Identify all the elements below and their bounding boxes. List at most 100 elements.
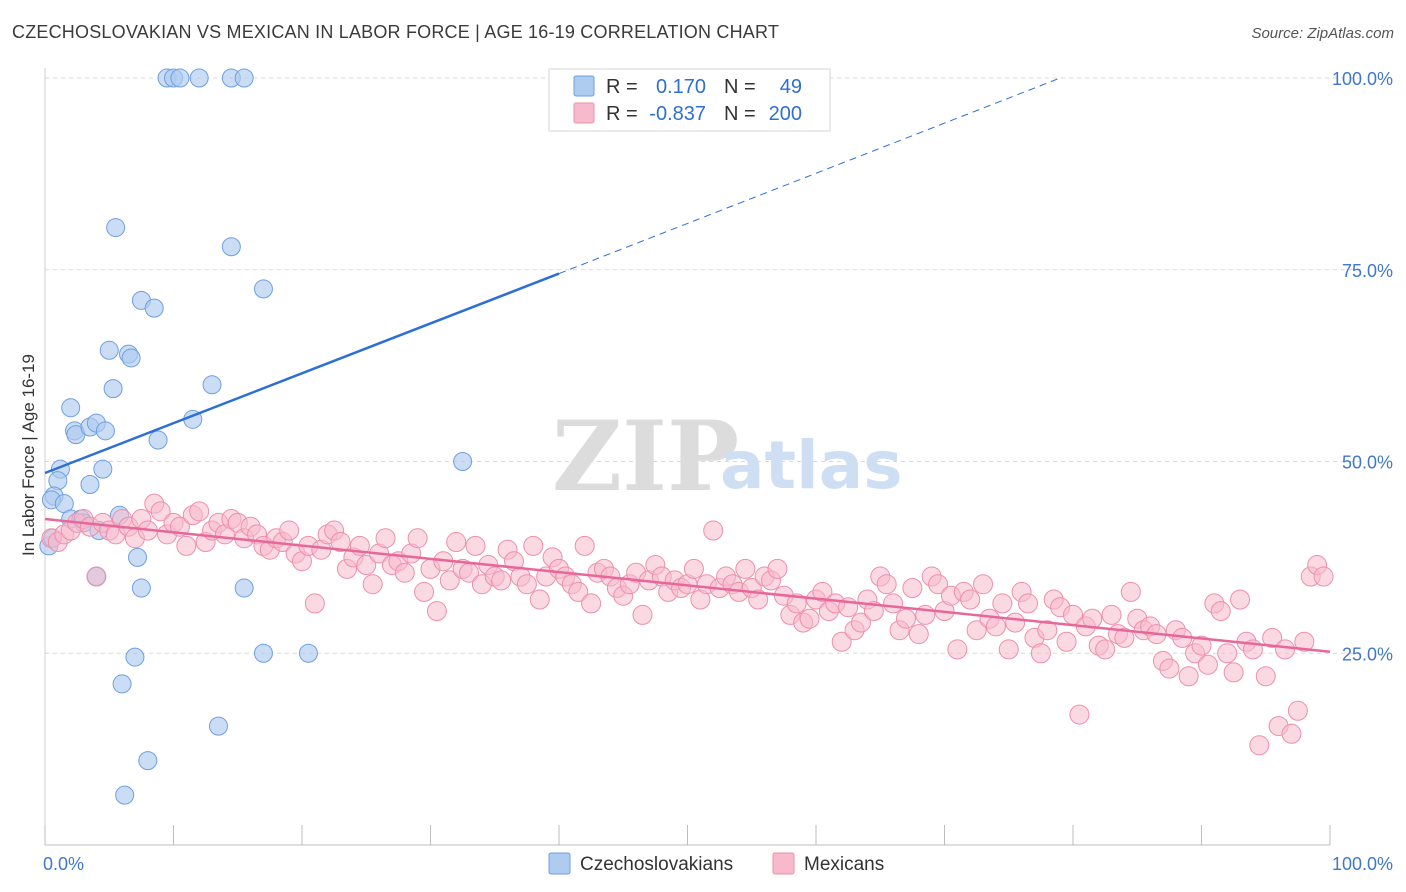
- mexicans-point: [1313, 566, 1334, 587]
- mexicans-point: [928, 574, 949, 595]
- mexicans-point: [1120, 581, 1141, 602]
- czechoslovakians-point: [99, 340, 119, 360]
- mexicans-point: [947, 639, 968, 660]
- czechoslovakians-trend-extension: [558, 77, 1061, 275]
- legend-n-value: 200: [769, 103, 802, 125]
- mexicans-point: [985, 616, 1006, 637]
- mexicans-point: [1287, 700, 1308, 721]
- mexicans-point: [446, 532, 467, 553]
- tick-labels: 25.0% 50.0% 75.0% 100.0% 0.0% 100.0%: [43, 69, 1393, 874]
- legend-r-value: -0.837: [649, 103, 706, 125]
- czechoslovakians-trend-line: [44, 272, 560, 475]
- legend-r-value: 0.170: [656, 76, 706, 98]
- czechoslovakians-point: [253, 643, 273, 663]
- legend-swatch-mexicans: [573, 102, 595, 124]
- bottom-legend-swatch-mexicans: [772, 852, 795, 875]
- mexicans-point: [356, 555, 377, 576]
- czechoslovakians-point: [112, 674, 132, 694]
- y-tick-label: 100.0%: [1332, 69, 1393, 89]
- mexicans-point: [426, 601, 447, 622]
- mexicans-point: [966, 620, 987, 641]
- bottom-legend-swatch-czechoslovakians: [548, 852, 571, 875]
- mexicans-point: [735, 558, 756, 579]
- czechoslovakians-point: [221, 237, 241, 257]
- mexicans-point: [279, 520, 300, 541]
- czechoslovakians-point: [148, 430, 168, 450]
- mexicans-point: [876, 574, 897, 595]
- mexicans-point: [1210, 601, 1231, 622]
- mexicans-point: [394, 562, 415, 583]
- czechoslovakians-point: [202, 375, 222, 395]
- mexicans-point: [330, 532, 351, 553]
- mexicans-point: [850, 612, 871, 633]
- czechoslovakians-point: [106, 218, 126, 238]
- trend-lines: [44, 77, 1331, 653]
- czechoslovakians-point: [121, 348, 141, 368]
- mexicans-point: [786, 593, 807, 614]
- mexicans-point: [304, 593, 325, 614]
- mexicans-point: [523, 535, 544, 556]
- x-tick-label: 0.0%: [43, 854, 84, 874]
- czechoslovakians-point: [208, 716, 228, 736]
- y-tick-label: 50.0%: [1342, 453, 1393, 473]
- mexicans-point: [1197, 654, 1218, 675]
- watermark-zip: ZIP: [552, 400, 739, 513]
- czechoslovakians-point: [125, 647, 145, 667]
- mexicans-point: [1223, 662, 1244, 683]
- mexicans-point: [703, 520, 724, 541]
- czechoslovakians-point: [170, 68, 190, 88]
- czechoslovakians-point: [131, 578, 151, 598]
- mexicans-point: [1178, 666, 1199, 687]
- mexicans-point: [1249, 735, 1270, 756]
- czechoslovakians-point: [234, 68, 254, 88]
- mexicans-point: [529, 589, 550, 610]
- mexicans-point: [883, 593, 904, 614]
- mexicans-point: [767, 558, 788, 579]
- mexicans-point: [516, 574, 537, 595]
- czechoslovakians-point: [103, 379, 123, 399]
- legend-r-label: R =: [606, 76, 638, 98]
- czechoslovakians-point: [115, 785, 135, 805]
- mexicans-point: [1275, 639, 1296, 660]
- chart-source: Source: ZipAtlas.com: [1251, 25, 1394, 42]
- czechoslovakians-point: [453, 452, 473, 471]
- y-tick-label: 25.0%: [1342, 644, 1393, 664]
- mexicans-point: [1159, 658, 1180, 679]
- mexicans-point: [574, 535, 595, 556]
- mexicans-point: [831, 631, 852, 652]
- mexicans-point: [812, 581, 833, 602]
- mexicans-point: [902, 578, 923, 599]
- legend-n-value: 49: [780, 76, 802, 98]
- mexicans-point: [1095, 639, 1116, 660]
- mexicans-point: [1191, 635, 1212, 656]
- chart-title: CZECHOSLOVAKIAN VS MEXICAN IN LABOR FORC…: [12, 22, 780, 42]
- mexicans-point: [1069, 704, 1090, 725]
- mexicans-point: [1294, 631, 1315, 652]
- mexicans-point: [973, 574, 994, 595]
- mexicans-point: [632, 604, 653, 625]
- mexicans-point: [1255, 666, 1276, 687]
- mexicans-point: [1262, 627, 1283, 648]
- czechoslovakians-point: [144, 298, 164, 318]
- mexicans-point: [568, 581, 589, 602]
- watermark-atlas: atlas: [720, 427, 903, 504]
- mexicans-point: [908, 624, 929, 645]
- mexicans-point: [362, 574, 383, 595]
- czechoslovakians-point: [128, 547, 148, 567]
- y-axis-title: In Labor Force | Age 16-19: [19, 354, 38, 556]
- czechoslovakians-point: [189, 68, 209, 88]
- mexicans-point: [895, 608, 916, 629]
- bottom-legend-label-mexicans: Mexicans: [804, 854, 884, 875]
- mexicans-point: [414, 581, 435, 602]
- legend-box: [548, 68, 831, 132]
- mexicans-point: [176, 535, 197, 556]
- mexicans-point: [1030, 643, 1051, 664]
- czechoslovakians-point: [93, 459, 113, 479]
- grid-lines: [45, 77, 1365, 654]
- mexicans-point: [1018, 593, 1039, 614]
- mexicans-point: [1114, 627, 1135, 648]
- czechoslovakians-point: [253, 279, 273, 299]
- bottom-legend-label-czechoslovakians: Czechoslovakians: [580, 854, 733, 875]
- czechoslovakians-point: [138, 751, 158, 771]
- czechoslovakians-point: [80, 475, 100, 495]
